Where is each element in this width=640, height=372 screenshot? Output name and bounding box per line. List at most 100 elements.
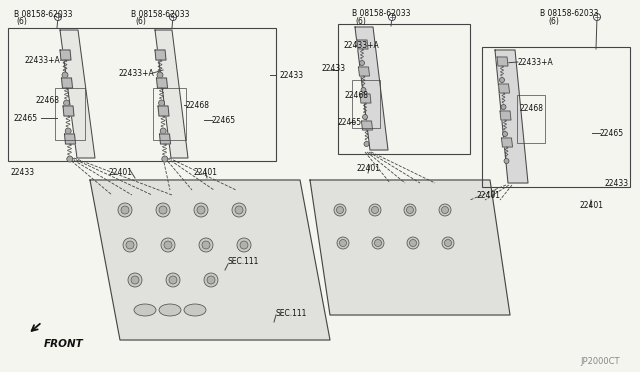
Circle shape	[197, 206, 205, 214]
Text: 22401: 22401	[580, 201, 604, 209]
Circle shape	[501, 105, 506, 109]
Circle shape	[372, 237, 384, 249]
Text: SEC.111: SEC.111	[276, 308, 307, 317]
Polygon shape	[360, 94, 371, 103]
Polygon shape	[357, 40, 368, 49]
Text: 22401: 22401	[108, 167, 132, 176]
Circle shape	[118, 203, 132, 217]
Bar	[517, 95, 545, 143]
Circle shape	[164, 241, 172, 249]
Bar	[8, 28, 276, 161]
Text: 22465: 22465	[13, 113, 37, 122]
Circle shape	[156, 203, 170, 217]
Bar	[352, 80, 380, 128]
Polygon shape	[497, 57, 508, 66]
Circle shape	[407, 237, 419, 249]
Circle shape	[123, 238, 137, 252]
Bar	[153, 88, 186, 140]
Text: FRONT: FRONT	[44, 339, 84, 349]
Circle shape	[169, 276, 177, 284]
Text: 22433: 22433	[10, 167, 34, 176]
Text: 22465: 22465	[600, 128, 624, 138]
Circle shape	[442, 237, 454, 249]
Circle shape	[339, 240, 346, 247]
Text: B 08158-62033: B 08158-62033	[540, 9, 598, 17]
Polygon shape	[358, 67, 369, 76]
Circle shape	[128, 273, 142, 287]
Text: 22468: 22468	[520, 103, 544, 112]
Circle shape	[235, 206, 243, 214]
Polygon shape	[60, 50, 71, 60]
Polygon shape	[362, 121, 372, 130]
Circle shape	[204, 273, 218, 287]
Text: (6): (6)	[548, 16, 559, 26]
Text: 22401: 22401	[357, 164, 381, 173]
Text: B 08158-62033: B 08158-62033	[14, 10, 72, 19]
Text: 22433+A: 22433+A	[344, 41, 380, 49]
Circle shape	[166, 273, 180, 287]
Bar	[55, 88, 85, 140]
Circle shape	[202, 241, 210, 249]
Circle shape	[445, 240, 451, 247]
Circle shape	[237, 238, 251, 252]
Circle shape	[121, 206, 129, 214]
Polygon shape	[63, 106, 74, 116]
Circle shape	[159, 100, 164, 106]
Text: 22433+A: 22433+A	[518, 58, 554, 67]
Ellipse shape	[134, 304, 156, 316]
Circle shape	[337, 237, 349, 249]
Circle shape	[369, 204, 381, 216]
Polygon shape	[502, 138, 513, 147]
Bar	[338, 24, 470, 154]
Polygon shape	[495, 50, 528, 183]
Circle shape	[157, 72, 163, 78]
Circle shape	[240, 241, 248, 249]
Circle shape	[374, 240, 381, 247]
Polygon shape	[157, 78, 168, 88]
Circle shape	[65, 128, 71, 134]
Polygon shape	[155, 30, 188, 158]
Text: (6): (6)	[135, 16, 146, 26]
Circle shape	[410, 240, 417, 247]
Circle shape	[502, 131, 508, 137]
Ellipse shape	[184, 304, 206, 316]
Ellipse shape	[159, 304, 181, 316]
Circle shape	[404, 204, 416, 216]
Text: 22468: 22468	[345, 90, 369, 99]
Circle shape	[504, 158, 509, 164]
Circle shape	[439, 204, 451, 216]
Polygon shape	[499, 84, 509, 93]
Polygon shape	[155, 50, 166, 60]
Circle shape	[160, 128, 166, 134]
Text: JP2000CT: JP2000CT	[580, 357, 620, 366]
Text: 22433: 22433	[605, 179, 629, 187]
Circle shape	[62, 72, 68, 78]
Text: 22468: 22468	[186, 100, 210, 109]
Bar	[482, 47, 630, 187]
Polygon shape	[159, 134, 170, 144]
Circle shape	[334, 204, 346, 216]
Text: 22401: 22401	[193, 167, 217, 176]
Text: 22465: 22465	[338, 118, 362, 126]
Circle shape	[388, 13, 396, 20]
Polygon shape	[500, 111, 511, 120]
Circle shape	[162, 156, 168, 162]
Text: 22433: 22433	[280, 71, 304, 80]
Circle shape	[362, 115, 367, 119]
Text: 22401: 22401	[477, 190, 501, 199]
Text: (6): (6)	[16, 16, 27, 26]
Polygon shape	[65, 134, 76, 144]
Circle shape	[170, 13, 177, 20]
Circle shape	[371, 206, 378, 214]
Circle shape	[67, 156, 73, 162]
Circle shape	[442, 206, 449, 214]
Text: 22465: 22465	[212, 115, 236, 125]
Circle shape	[337, 206, 344, 214]
Circle shape	[593, 13, 600, 20]
Circle shape	[364, 141, 369, 147]
Polygon shape	[61, 78, 72, 88]
Polygon shape	[355, 27, 388, 150]
Text: (6): (6)	[355, 16, 366, 26]
Text: 22433+A: 22433+A	[24, 55, 60, 64]
Text: 22433+A: 22433+A	[118, 68, 154, 77]
